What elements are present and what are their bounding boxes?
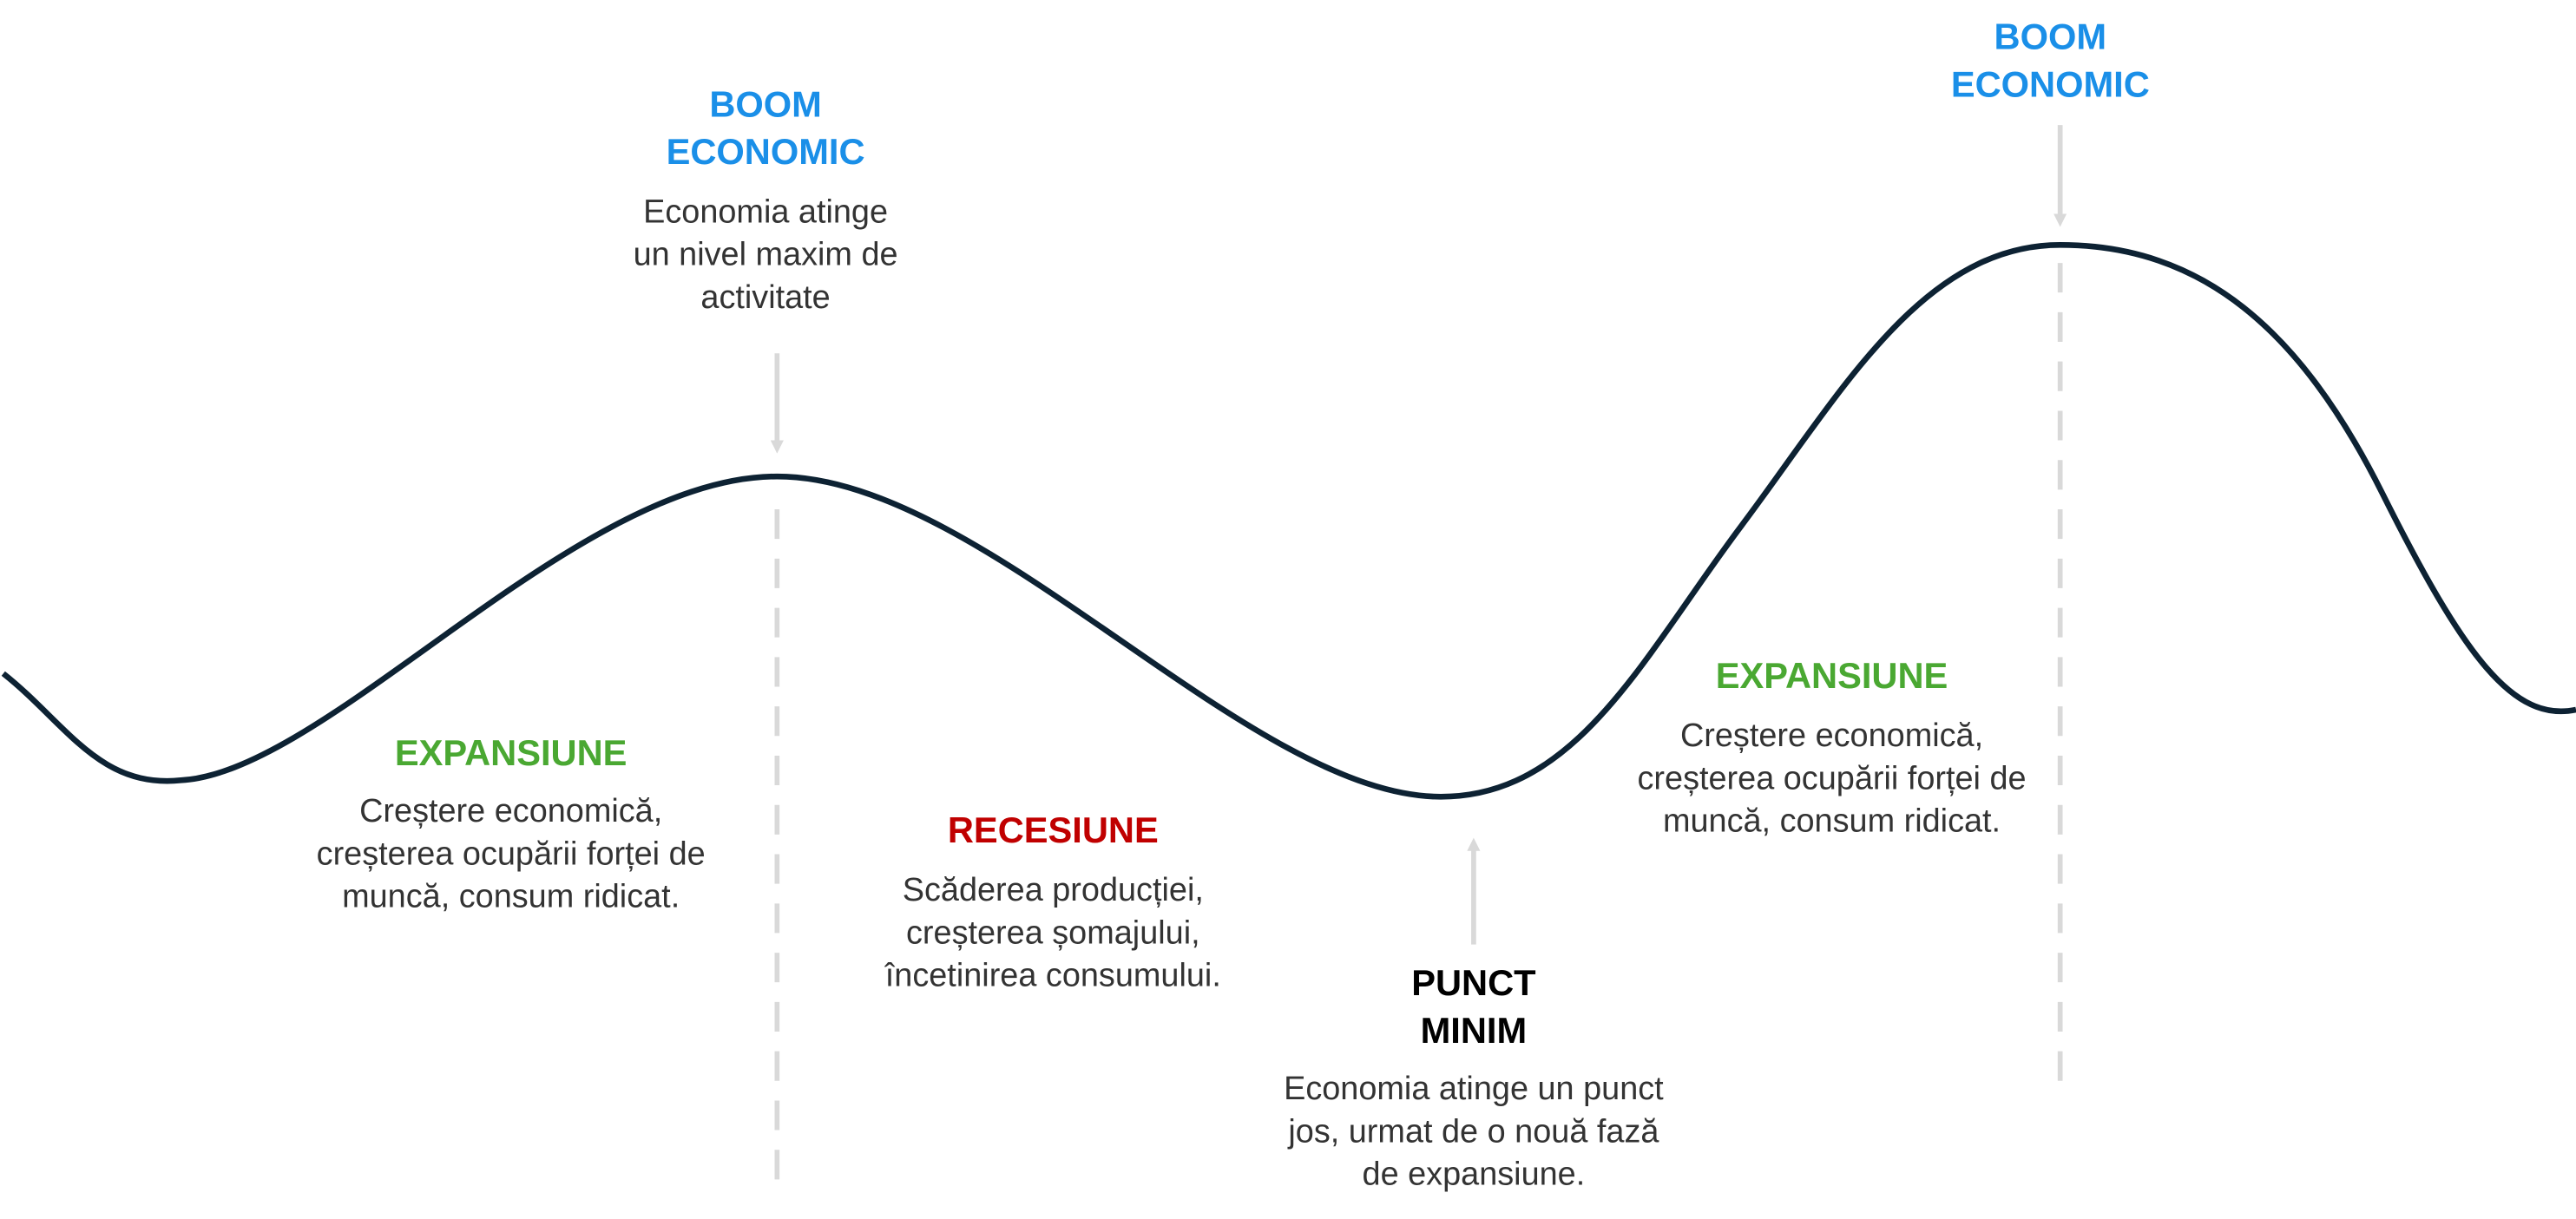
phase-title: ECONOMIC xyxy=(667,131,865,172)
phase-title: MINIM xyxy=(1421,1010,1528,1051)
phase-description: încetinirea consumului. xyxy=(884,958,1221,994)
phase-description: Creștere economică, xyxy=(1680,718,1983,754)
phase-description: Economia atinge xyxy=(643,193,888,230)
cycle-curve xyxy=(1,241,2576,800)
phase-description: muncă, consum ridicat. xyxy=(1663,803,2001,840)
phase-title: BOOM xyxy=(709,83,822,124)
phase-title: PUNCT xyxy=(1411,962,1535,1003)
phase-title: EXPANSIUNE xyxy=(395,732,628,773)
phase-title: BOOM xyxy=(1994,16,2107,57)
phase-description: un nivel maxim de xyxy=(634,237,898,273)
phase-description: jos, urmat de o nouă fază xyxy=(1287,1113,1659,1150)
phase-description: muncă, consum ridicat. xyxy=(342,879,680,915)
phase-description: Creștere economică, xyxy=(359,793,662,829)
phase-title: EXPANSIUNE xyxy=(1716,655,1948,696)
phase-description: creșterea ocupării forței de xyxy=(1638,760,2027,796)
phase-description: de expansiune. xyxy=(1363,1157,1586,1193)
phase-description: creșterea ocupării forței de xyxy=(317,836,706,872)
phase-description: Economia atinge un punct xyxy=(1284,1071,1664,1107)
phase-title: RECESIUNE xyxy=(948,809,1159,850)
phase-description: activitate xyxy=(700,279,830,316)
phase-title: ECONOMIC xyxy=(1951,64,2150,105)
phase-description: Scăderea producției, xyxy=(903,872,1204,908)
phase-description: creșterea șomajului, xyxy=(906,914,1200,951)
